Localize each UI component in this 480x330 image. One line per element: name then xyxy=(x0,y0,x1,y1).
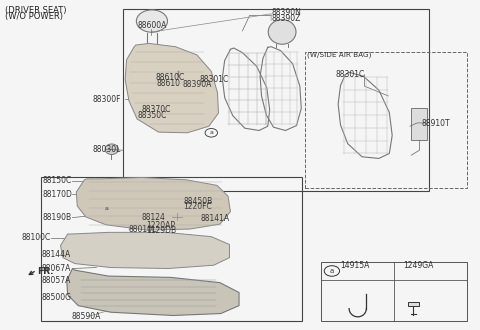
Text: (DRIVER SEAT): (DRIVER SEAT) xyxy=(5,6,67,15)
Text: 88100C: 88100C xyxy=(21,233,50,243)
Polygon shape xyxy=(60,232,229,269)
Text: 88450B: 88450B xyxy=(183,197,213,206)
Text: 88030L: 88030L xyxy=(93,145,121,154)
Text: 88910T: 88910T xyxy=(422,119,451,128)
Text: 88390Z: 88390Z xyxy=(271,14,300,23)
Text: 88010L: 88010L xyxy=(129,225,157,234)
Text: (W/SIDE AIR BAG): (W/SIDE AIR BAG) xyxy=(308,52,372,58)
Bar xyxy=(41,177,302,321)
Circle shape xyxy=(172,213,181,220)
Text: 88144A: 88144A xyxy=(41,250,71,259)
Bar xyxy=(182,202,189,205)
Text: 88141A: 88141A xyxy=(201,214,230,223)
Text: 88610C: 88610C xyxy=(156,73,184,82)
Bar xyxy=(305,51,468,188)
Text: a: a xyxy=(330,268,334,274)
Text: 88057A: 88057A xyxy=(41,276,71,285)
Text: 88600A: 88600A xyxy=(137,21,167,30)
Text: 88150C: 88150C xyxy=(43,176,72,185)
Text: 88124: 88124 xyxy=(142,213,166,222)
Bar xyxy=(322,262,468,321)
Text: a: a xyxy=(105,206,109,211)
Text: 1129DB: 1129DB xyxy=(147,226,177,235)
Text: 14915A: 14915A xyxy=(340,261,370,270)
Ellipse shape xyxy=(125,244,171,257)
Text: 88370C: 88370C xyxy=(142,105,171,114)
Polygon shape xyxy=(76,178,230,230)
Text: 88500G: 88500G xyxy=(41,293,72,302)
Ellipse shape xyxy=(105,144,119,154)
Text: 88390N: 88390N xyxy=(271,8,301,17)
Text: 88170D: 88170D xyxy=(43,190,72,199)
Bar xyxy=(123,9,429,191)
Text: 88300F: 88300F xyxy=(93,95,121,104)
Text: FR.: FR. xyxy=(37,267,54,276)
Text: 88350C: 88350C xyxy=(138,111,167,120)
Text: 88067A: 88067A xyxy=(41,264,71,273)
Polygon shape xyxy=(125,44,218,133)
Text: 88301C: 88301C xyxy=(336,70,365,79)
Text: a: a xyxy=(209,130,213,135)
Polygon shape xyxy=(67,269,239,315)
Text: 1220AP: 1220AP xyxy=(147,221,176,230)
Text: 88590A: 88590A xyxy=(72,312,101,321)
Text: 88301C: 88301C xyxy=(199,75,228,84)
Text: 1220FC: 1220FC xyxy=(183,202,212,211)
Text: 88390A: 88390A xyxy=(182,80,212,89)
Ellipse shape xyxy=(268,19,296,44)
Text: 88190B: 88190B xyxy=(43,213,72,222)
Bar xyxy=(180,196,187,200)
Text: 1249GA: 1249GA xyxy=(403,261,433,270)
Text: (W/O POWER): (W/O POWER) xyxy=(5,12,63,21)
Ellipse shape xyxy=(136,10,168,32)
Bar xyxy=(411,108,427,140)
Ellipse shape xyxy=(175,68,180,71)
Bar xyxy=(408,302,419,306)
Text: 88610: 88610 xyxy=(156,79,180,88)
